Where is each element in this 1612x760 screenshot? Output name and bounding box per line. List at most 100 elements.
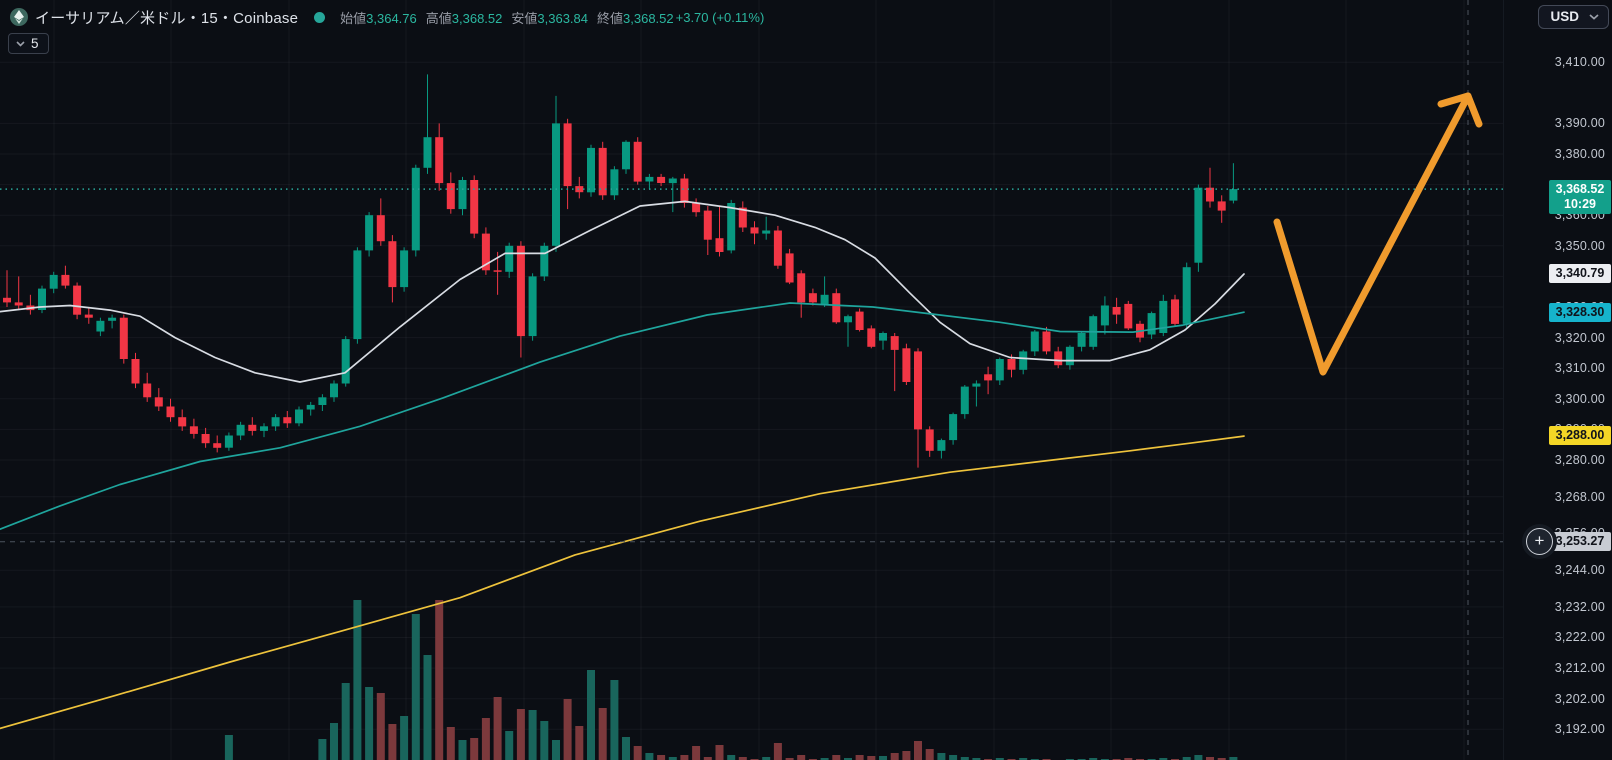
timeframe-value: 5 xyxy=(31,36,39,51)
volume-bar xyxy=(1124,758,1133,760)
volume-bar xyxy=(400,716,409,760)
candle xyxy=(844,316,852,323)
volume-bar xyxy=(762,757,771,760)
last-price-badge: 3,368.52 10:29 xyxy=(1549,180,1611,215)
market-status-icon xyxy=(314,11,326,23)
volume-bar xyxy=(446,727,455,760)
arrow-annotation xyxy=(1273,92,1472,376)
open-label: 始値 xyxy=(340,10,367,26)
volume-bar xyxy=(855,755,864,760)
volume-bar xyxy=(797,755,806,760)
volume-bar xyxy=(937,753,946,760)
volume-bar xyxy=(575,726,584,760)
candle xyxy=(773,230,782,266)
high-value: 3,368.52 xyxy=(451,10,503,26)
volume-bar xyxy=(680,755,689,760)
timeframe-selector[interactable]: 5 xyxy=(8,33,49,54)
volume-bar xyxy=(1019,758,1028,760)
volume-bar xyxy=(925,749,934,760)
volume-bar xyxy=(388,724,397,760)
volume-bar xyxy=(773,743,782,760)
volume-bar xyxy=(633,746,642,760)
volume-bar xyxy=(879,756,887,760)
candle xyxy=(610,169,619,196)
candle xyxy=(38,288,46,310)
volume-bar xyxy=(960,757,969,760)
volume-bar xyxy=(844,758,852,760)
candle xyxy=(516,245,525,337)
volume-bar xyxy=(867,756,876,760)
candle xyxy=(1171,299,1179,324)
volume-bar xyxy=(481,718,490,760)
volume-bar xyxy=(552,740,560,760)
add-order-plus-button[interactable]: + xyxy=(1526,527,1553,555)
volume-bar xyxy=(458,740,467,760)
symbol-title[interactable]: イーサリアム／米ドル・15・Coinbase xyxy=(35,9,299,27)
volume-bar xyxy=(1217,758,1226,760)
volume-bar xyxy=(587,670,595,760)
volume-bar xyxy=(540,721,549,760)
candle xyxy=(785,253,794,283)
candle xyxy=(283,417,292,424)
axis-price-label: 3,244.00 xyxy=(1554,563,1605,578)
ma-white-line xyxy=(0,200,1245,383)
candle xyxy=(1100,305,1109,326)
volume-bar xyxy=(341,683,350,760)
candle xyxy=(493,270,502,272)
volume-bar xyxy=(516,709,525,760)
candle xyxy=(1194,187,1203,263)
currency-value: USD xyxy=(1550,9,1579,24)
price-axis[interactable]: 3,410.003,390.003,380.003,370.003,360.00… xyxy=(1503,0,1612,760)
volume-bar xyxy=(622,737,630,760)
volume-bar xyxy=(1089,758,1098,760)
candle xyxy=(622,141,630,170)
ma-teal-line xyxy=(0,302,1245,531)
candle xyxy=(481,233,490,271)
candle xyxy=(972,383,981,387)
candle xyxy=(224,435,233,448)
candle xyxy=(1206,187,1214,202)
candle xyxy=(458,180,467,210)
low-value: 3,363.84 xyxy=(537,10,588,26)
volume-bar xyxy=(505,731,514,760)
candle xyxy=(446,183,455,210)
candle xyxy=(902,348,911,382)
candle xyxy=(166,406,175,418)
candle xyxy=(96,320,105,332)
ma-teal-badge: 3,328.30 xyxy=(1549,302,1611,322)
candle xyxy=(365,215,374,251)
candle xyxy=(435,137,444,184)
candle xyxy=(248,424,257,431)
ohlc-values: 始値3,364.76 高値3,368.52 安値3,363.84 終値3,368… xyxy=(340,8,674,27)
volume-bar xyxy=(727,755,736,760)
candle xyxy=(1182,267,1191,324)
volume-bar xyxy=(470,738,479,760)
axis-price-label: 3,212.00 xyxy=(1554,661,1605,676)
candle xyxy=(680,178,689,203)
close-label: 終値 xyxy=(597,10,624,26)
candle xyxy=(376,215,385,242)
candle xyxy=(832,293,841,323)
volume-bar xyxy=(645,753,654,760)
candle xyxy=(820,294,829,304)
volume-bar xyxy=(972,758,981,760)
candle xyxy=(236,424,245,436)
volume-bar xyxy=(1159,758,1168,760)
candle xyxy=(855,311,864,330)
volume-bar xyxy=(365,687,374,760)
volume-bar xyxy=(820,758,829,760)
currency-selector[interactable]: USD xyxy=(1538,5,1609,29)
candle xyxy=(353,250,362,340)
candle xyxy=(703,210,712,240)
candle xyxy=(1007,359,1016,370)
axis-price-label: 3,390.00 xyxy=(1554,116,1605,131)
ma-white-badge: 3,340.79 xyxy=(1549,264,1611,284)
axis-price-label: 3,232.00 xyxy=(1554,599,1605,614)
volume-bar xyxy=(435,600,444,760)
high-label: 高値 xyxy=(425,10,452,26)
candle xyxy=(201,434,210,444)
candle xyxy=(750,227,759,234)
volume-bar xyxy=(528,710,537,760)
axis-price-label: 3,280.00 xyxy=(1554,453,1605,467)
